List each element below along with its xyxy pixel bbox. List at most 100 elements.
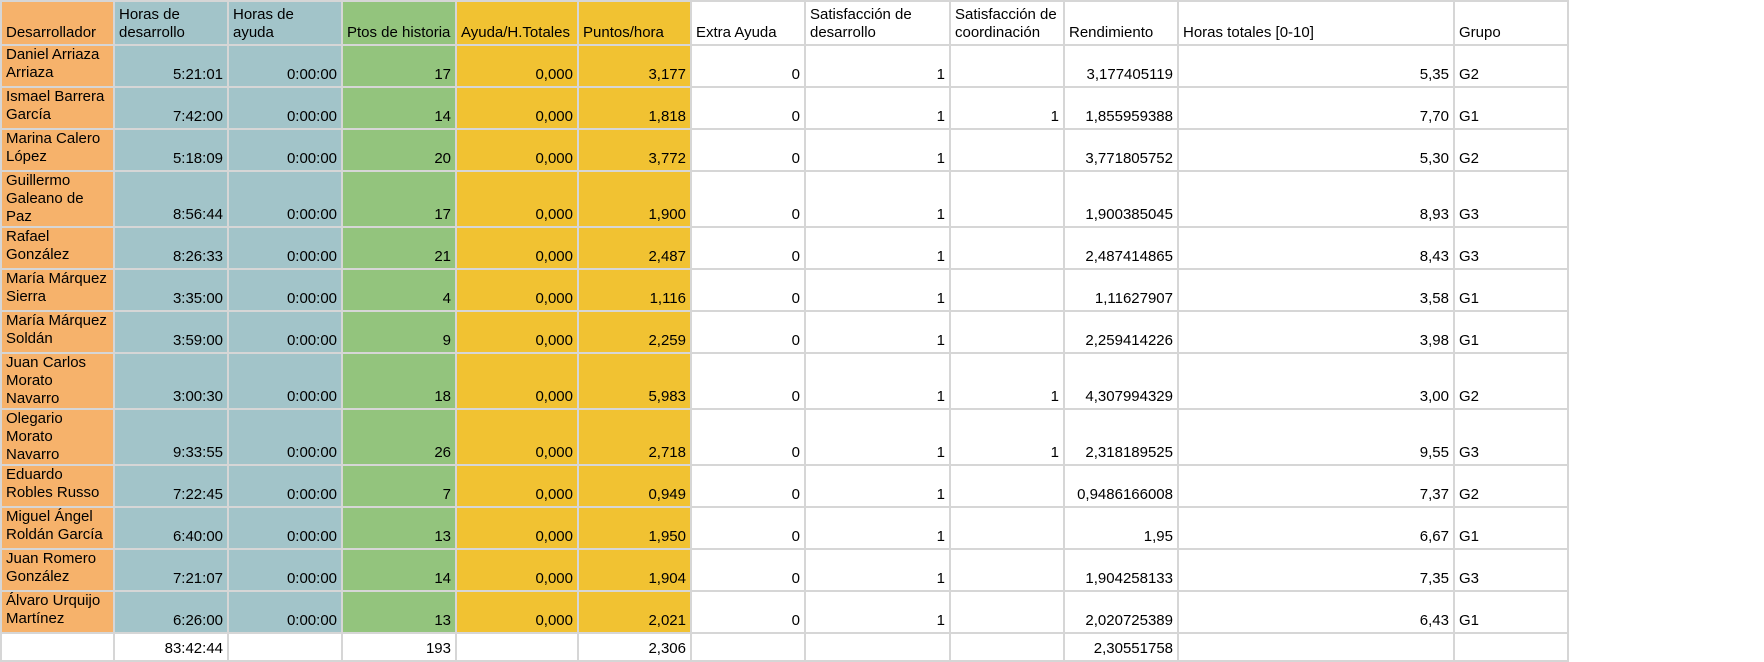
cell-total-hours[interactable]: 3,58: [1177, 268, 1455, 312]
cell-help-ratio[interactable]: 0,000: [455, 590, 579, 634]
cell-help-hours[interactable]: 0:00:00: [227, 352, 343, 410]
cell-story-points[interactable]: 7: [341, 464, 457, 508]
total-cell-performance[interactable]: 2,30551758: [1063, 632, 1179, 662]
cell-developer[interactable]: Juan Carlos Morato Navarro: [0, 352, 115, 410]
cell-group[interactable]: G1: [1453, 590, 1569, 634]
cell-dev-hours[interactable]: 9:33:55: [113, 408, 229, 466]
cell-performance[interactable]: 2,259414226: [1063, 310, 1179, 354]
cell-total-hours[interactable]: 8,93: [1177, 170, 1455, 228]
cell-group[interactable]: G3: [1453, 170, 1569, 228]
cell-extra-help[interactable]: 0: [690, 590, 806, 634]
cell-coord-satisfaction[interactable]: [949, 548, 1065, 592]
cell-help-hours[interactable]: 0:00:00: [227, 590, 343, 634]
cell-coord-satisfaction[interactable]: [949, 590, 1065, 634]
cell-coord-satisfaction[interactable]: [949, 128, 1065, 172]
cell-performance[interactable]: 2,487414865: [1063, 226, 1179, 270]
cell-performance[interactable]: 1,11627907: [1063, 268, 1179, 312]
cell-dev-hours[interactable]: 3:35:00: [113, 268, 229, 312]
column-header-total-hours[interactable]: Horas totales [0-10]: [1177, 0, 1455, 46]
cell-help-ratio[interactable]: 0,000: [455, 44, 579, 88]
cell-points-per-hour[interactable]: 5,983: [577, 352, 692, 410]
cell-total-hours[interactable]: 3,98: [1177, 310, 1455, 354]
cell-dev-hours[interactable]: 5:21:01: [113, 44, 229, 88]
cell-dev-satisfaction[interactable]: 1: [804, 548, 951, 592]
total-cell-dev-hours[interactable]: 83:42:44: [113, 632, 229, 662]
cell-dev-satisfaction[interactable]: 1: [804, 352, 951, 410]
cell-help-ratio[interactable]: 0,000: [455, 226, 579, 270]
cell-story-points[interactable]: 21: [341, 226, 457, 270]
cell-performance[interactable]: 4,307994329: [1063, 352, 1179, 410]
cell-developer[interactable]: Ismael Barrera García: [0, 86, 115, 130]
cell-coord-satisfaction[interactable]: [949, 44, 1065, 88]
cell-dev-hours[interactable]: 8:26:33: [113, 226, 229, 270]
cell-story-points[interactable]: 14: [341, 86, 457, 130]
cell-group[interactable]: G2: [1453, 464, 1569, 508]
cell-performance[interactable]: 1,95: [1063, 506, 1179, 550]
cell-help-hours[interactable]: 0:00:00: [227, 464, 343, 508]
cell-extra-help[interactable]: 0: [690, 408, 806, 466]
cell-help-hours[interactable]: 0:00:00: [227, 268, 343, 312]
cell-points-per-hour[interactable]: 3,772: [577, 128, 692, 172]
cell-group[interactable]: G2: [1453, 352, 1569, 410]
cell-developer[interactable]: Eduardo Robles Russo: [0, 464, 115, 508]
cell-help-ratio[interactable]: 0,000: [455, 408, 579, 466]
cell-extra-help[interactable]: 0: [690, 170, 806, 228]
total-cell-developer[interactable]: [0, 632, 115, 662]
cell-dev-satisfaction[interactable]: 1: [804, 590, 951, 634]
cell-performance[interactable]: 2,318189525: [1063, 408, 1179, 466]
total-cell-group[interactable]: [1453, 632, 1569, 662]
column-header-help-hours[interactable]: Horas de ayuda: [227, 0, 343, 46]
cell-dev-satisfaction[interactable]: 1: [804, 86, 951, 130]
total-cell-story-points[interactable]: 193: [341, 632, 457, 662]
cell-help-ratio[interactable]: 0,000: [455, 86, 579, 130]
cell-help-hours[interactable]: 0:00:00: [227, 408, 343, 466]
cell-extra-help[interactable]: 0: [690, 226, 806, 270]
cell-points-per-hour[interactable]: 2,021: [577, 590, 692, 634]
cell-total-hours[interactable]: 6,67: [1177, 506, 1455, 550]
cell-story-points[interactable]: 17: [341, 44, 457, 88]
cell-points-per-hour[interactable]: 2,718: [577, 408, 692, 466]
cell-developer[interactable]: Álvaro Urquijo Martínez: [0, 590, 115, 634]
cell-points-per-hour[interactable]: 2,259: [577, 310, 692, 354]
cell-total-hours[interactable]: 7,37: [1177, 464, 1455, 508]
cell-points-per-hour[interactable]: 1,900: [577, 170, 692, 228]
cell-coord-satisfaction[interactable]: [949, 268, 1065, 312]
cell-total-hours[interactable]: 3,00: [1177, 352, 1455, 410]
cell-story-points[interactable]: 4: [341, 268, 457, 312]
cell-dev-satisfaction[interactable]: 1: [804, 506, 951, 550]
column-header-extra-help[interactable]: Extra Ayuda: [690, 0, 806, 46]
cell-dev-hours[interactable]: 3:00:30: [113, 352, 229, 410]
cell-coord-satisfaction[interactable]: 1: [949, 352, 1065, 410]
cell-extra-help[interactable]: 0: [690, 268, 806, 312]
cell-story-points[interactable]: 18: [341, 352, 457, 410]
cell-help-ratio[interactable]: 0,000: [455, 352, 579, 410]
total-cell-dev-satisfaction[interactable]: [804, 632, 951, 662]
cell-performance[interactable]: 1,855959388: [1063, 86, 1179, 130]
cell-coord-satisfaction[interactable]: 1: [949, 86, 1065, 130]
cell-dev-hours[interactable]: 7:42:00: [113, 86, 229, 130]
cell-help-ratio[interactable]: 0,000: [455, 128, 579, 172]
cell-coord-satisfaction[interactable]: 1: [949, 408, 1065, 466]
cell-story-points[interactable]: 20: [341, 128, 457, 172]
cell-coord-satisfaction[interactable]: [949, 170, 1065, 228]
cell-extra-help[interactable]: 0: [690, 310, 806, 354]
cell-dev-hours[interactable]: 7:22:45: [113, 464, 229, 508]
cell-points-per-hour[interactable]: 3,177: [577, 44, 692, 88]
cell-performance[interactable]: 2,020725389: [1063, 590, 1179, 634]
cell-group[interactable]: G1: [1453, 310, 1569, 354]
cell-coord-satisfaction[interactable]: [949, 226, 1065, 270]
cell-dev-satisfaction[interactable]: 1: [804, 310, 951, 354]
cell-developer[interactable]: Olegario Morato Navarro: [0, 408, 115, 466]
cell-group[interactable]: G3: [1453, 548, 1569, 592]
cell-extra-help[interactable]: 0: [690, 128, 806, 172]
cell-dev-hours[interactable]: 6:40:00: [113, 506, 229, 550]
cell-dev-satisfaction[interactable]: 1: [804, 226, 951, 270]
cell-dev-satisfaction[interactable]: 1: [804, 170, 951, 228]
cell-dev-satisfaction[interactable]: 1: [804, 44, 951, 88]
cell-help-hours[interactable]: 0:00:00: [227, 506, 343, 550]
cell-developer[interactable]: Juan Romero González: [0, 548, 115, 592]
cell-group[interactable]: G1: [1453, 86, 1569, 130]
cell-story-points[interactable]: 13: [341, 506, 457, 550]
cell-performance[interactable]: 0,9486166008: [1063, 464, 1179, 508]
cell-story-points[interactable]: 26: [341, 408, 457, 466]
